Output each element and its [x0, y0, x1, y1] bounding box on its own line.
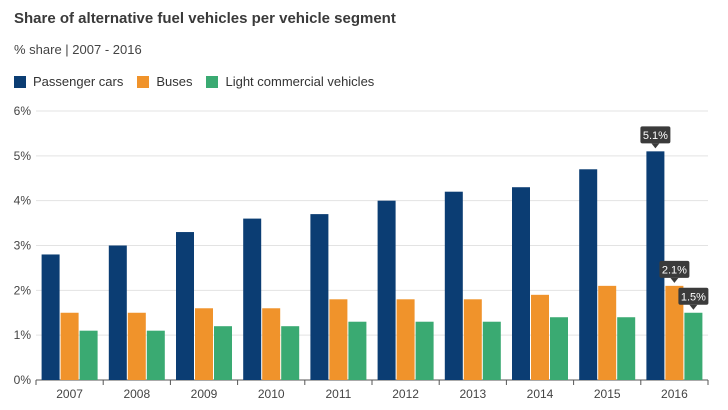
- x-tick-label: 2007: [56, 387, 83, 401]
- bar[interactable]: [60, 312, 79, 380]
- x-tick-label: 2009: [191, 387, 218, 401]
- y-tick-label: 1%: [14, 328, 32, 342]
- annotation-box: [640, 126, 671, 144]
- bar[interactable]: [79, 330, 98, 380]
- bar[interactable]: [444, 191, 463, 380]
- legend-swatch: [14, 75, 26, 88]
- legend-item-buses[interactable]: Buses: [137, 74, 192, 89]
- x-tick-label: 2010: [258, 387, 285, 401]
- x-tick-label: 2016: [661, 387, 688, 401]
- bar[interactable]: [348, 321, 367, 380]
- bar[interactable]: [415, 321, 434, 380]
- bar[interactable]: [176, 232, 194, 380]
- x-tick-label: 2014: [527, 387, 554, 401]
- data-label: 1.5%: [681, 291, 706, 303]
- x-tick-label: 2012: [392, 387, 419, 401]
- legend-label: Passenger cars: [33, 74, 124, 89]
- bar[interactable]: [108, 245, 127, 381]
- y-tick-label: 0%: [14, 373, 32, 387]
- annotation-box: [659, 260, 690, 278]
- y-tick-label: 4%: [14, 194, 32, 208]
- x-tick-label: 2011: [325, 387, 351, 401]
- legend-item-light-commercial-vehicles[interactable]: Light commercial vehicles: [206, 74, 374, 89]
- legend-swatch: [206, 75, 219, 88]
- y-tick-label: 6%: [14, 104, 32, 118]
- bar[interactable]: [550, 317, 568, 380]
- bar[interactable]: [579, 169, 598, 380]
- bar[interactable]: [243, 218, 262, 380]
- bar[interactable]: [377, 200, 396, 380]
- bar[interactable]: [598, 285, 617, 380]
- bar[interactable]: [531, 294, 549, 380]
- bar[interactable]: [310, 214, 329, 380]
- legend-item-passenger-cars[interactable]: Passenger cars: [14, 74, 123, 89]
- bar[interactable]: [665, 285, 684, 380]
- legend-label: Light commercial vehicles: [225, 74, 375, 89]
- bar[interactable]: [617, 317, 636, 380]
- bar[interactable]: [646, 151, 665, 380]
- annotation-pointer: [689, 304, 698, 310]
- x-tick-label: 2015: [594, 387, 621, 401]
- annotation-box: [678, 287, 709, 305]
- chart-subtitle: % share | 2007 - 2016: [14, 42, 142, 57]
- bar[interactable]: [684, 312, 703, 380]
- bar[interactable]: [195, 308, 213, 380]
- bar[interactable]: [281, 326, 300, 380]
- legend-label: Buses: [156, 74, 193, 89]
- y-tick-label: 2%: [14, 283, 32, 297]
- bar[interactable]: [329, 299, 348, 380]
- bar[interactable]: [482, 321, 501, 380]
- legend-swatch: [137, 75, 150, 88]
- y-tick-label: 3%: [14, 239, 32, 253]
- bar[interactable]: [262, 308, 281, 380]
- data-label: 2.1%: [662, 264, 687, 276]
- legend: Passenger cars Buses Light commercial ve…: [14, 74, 374, 89]
- x-tick-label: 2008: [123, 387, 150, 401]
- data-label: 5.1%: [643, 130, 668, 142]
- bar[interactable]: [214, 326, 232, 380]
- bar[interactable]: [396, 299, 415, 380]
- y-tick-label: 5%: [14, 149, 32, 163]
- bar[interactable]: [41, 254, 60, 380]
- bar[interactable]: [463, 299, 482, 380]
- bar[interactable]: [127, 312, 146, 380]
- annotation-pointer: [651, 143, 660, 149]
- chart-title: Share of alternative fuel vehicles per v…: [14, 10, 396, 27]
- bar[interactable]: [512, 187, 530, 380]
- x-tick-label: 2013: [459, 387, 486, 401]
- annotation-pointer: [670, 277, 679, 283]
- bar[interactable]: [146, 330, 165, 380]
